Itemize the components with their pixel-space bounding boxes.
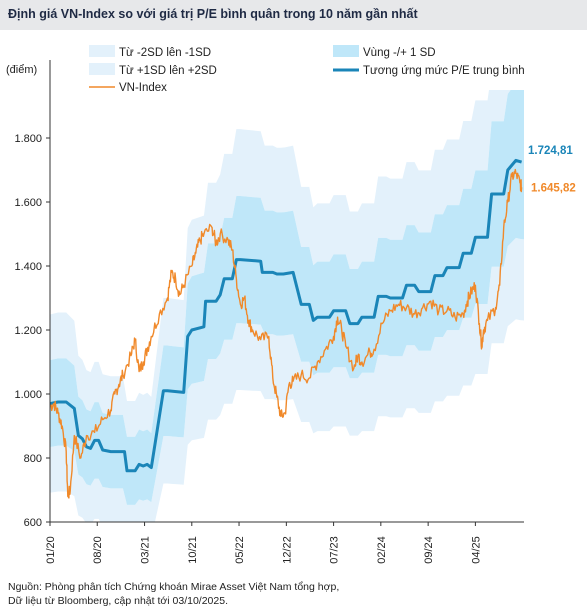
legend-label: Từ -2SD lên -1SD (119, 47, 211, 59)
chart-area: (điểm) 600 800 1.000 1.200 1.400 1.600 1.800 01/… (6, 45, 576, 564)
end-labels: 1.724,81 1.645,82 (528, 145, 576, 194)
source-note: Nguồn: Phòng phân tích Chứng khoán Mirae… (8, 580, 339, 608)
y-tick-label: 1.000 (14, 389, 42, 401)
x-tick-label: 10/21 (187, 536, 199, 564)
pe-average-line (49, 158, 523, 473)
x-tick-label: 01/20 (45, 536, 57, 564)
pe-average-layer (49, 158, 523, 473)
y-tick-label: 1.400 (14, 261, 42, 273)
source-line-2: Dữ liệu từ Bloomberg, cập nhật tới 03/10… (8, 595, 228, 607)
y-axis-title: (điểm) (6, 64, 37, 76)
vnindex-end-label: 1.645,82 (531, 182, 576, 194)
legend-swatch (333, 45, 359, 57)
axes: (điểm) 600 800 1.000 1.200 1.400 1.600 1.800 01/… (6, 60, 524, 564)
band-minus2-minus1 (50, 237, 524, 522)
legend-label: Vùng -/+ 1 SD (363, 47, 436, 59)
vnindex-layer (49, 168, 523, 499)
y-tick-label: 600 (24, 517, 42, 529)
sd-bands (50, 90, 524, 522)
y-tick-label: 1.800 (14, 133, 42, 145)
legend-label: Tương ứng mức P/E trung bình (363, 65, 525, 77)
legend-swatch (89, 63, 115, 75)
legend: Từ -2SD lên -1SD Vùng -/+ 1 SD Từ +1SD lên… (89, 45, 525, 94)
legend-label: VN-Index (119, 82, 167, 94)
x-tick-label: 08/20 (92, 536, 104, 564)
y-tick-label: 1.600 (14, 197, 42, 209)
x-tick-label: 02/24 (376, 536, 388, 564)
x-tick-label: 12/22 (281, 536, 293, 564)
x-tick-label: 03/21 (140, 536, 152, 564)
source-line-1: Nguồn: Phòng phân tích Chứng khoán Mirae… (8, 581, 340, 593)
x-tick-label: 07/23 (329, 536, 341, 564)
legend-label: Từ +1SD lên +2SD (119, 65, 217, 77)
title-bar: Định giá VN-Index so với giá trị P/E bìn… (0, 0, 587, 30)
y-tick-label: 800 (24, 453, 42, 465)
x-tick-label: 04/25 (470, 536, 482, 564)
legend-swatch (89, 45, 115, 57)
x-tick-label: 05/22 (234, 536, 246, 564)
band-plus-minus-1sd (50, 90, 524, 505)
x-tick-label: 09/24 (423, 536, 435, 564)
chart-title: Định giá VN-Index so với giá trị P/E bìn… (8, 7, 418, 21)
pe-end-label: 1.724,81 (528, 145, 573, 157)
vnindex-line (49, 168, 523, 499)
y-tick-label: 1.200 (14, 325, 42, 337)
band-plus1-plus2 (50, 90, 511, 437)
